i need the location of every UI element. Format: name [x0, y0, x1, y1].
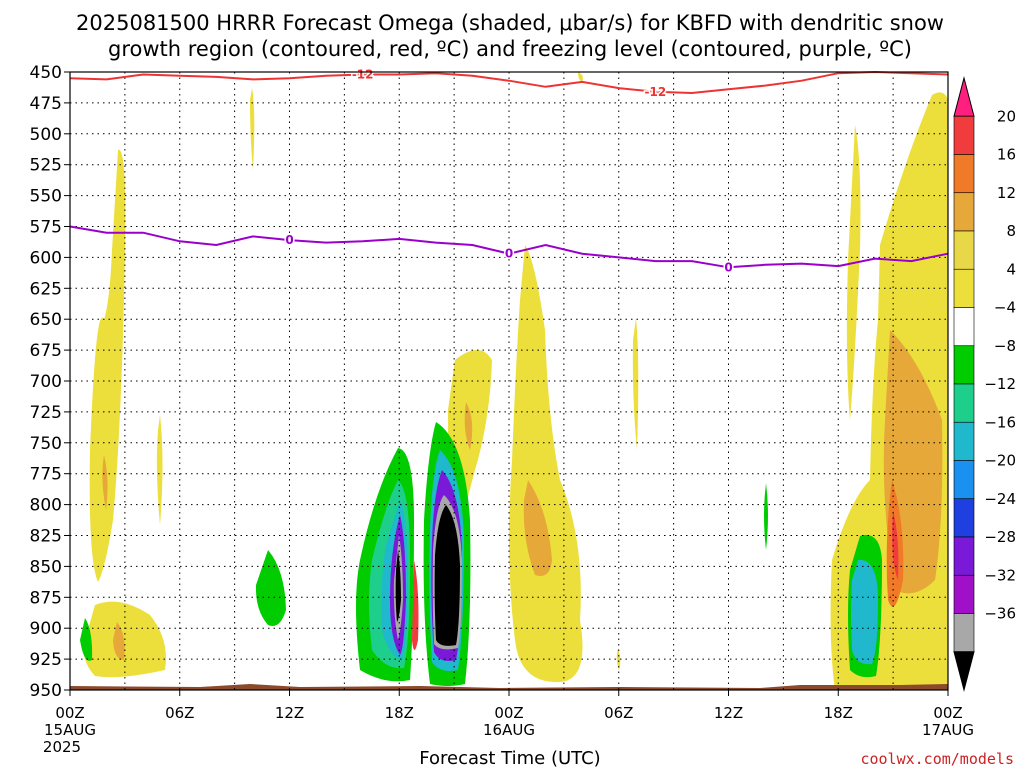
colorbar-swatch	[953, 345, 975, 385]
x-axis-label: Forecast Time (UTC)	[419, 748, 600, 768]
x-tick-label: 06Z	[165, 704, 194, 722]
y-axis-ticks: 450 475 500 525 550 575 600 625 650 675 700 725 750 7…	[30, 63, 70, 701]
omega-region-orange-4	[523, 480, 552, 576]
colorbar-swatch	[953, 230, 975, 270]
y-tick-label: 800	[30, 496, 62, 516]
colorbar-swatch	[953, 76, 975, 117]
contour-line-0	[69, 70, 949, 95]
colorbar-swatch	[953, 574, 975, 614]
colorbar-swatch	[953, 421, 975, 461]
chart-title-line2: growth region (contoured, red, ºC) and f…	[108, 37, 912, 61]
x-tick-label: 18Z	[385, 704, 414, 722]
colorbar-label: −24	[984, 490, 1016, 508]
colorbar-swatch	[953, 613, 975, 653]
credit-text: coolwx.com/models	[860, 750, 1014, 768]
y-tick-label: 875	[30, 588, 62, 608]
x-tick-date: 16AUG	[483, 721, 535, 739]
y-tick-label: 925	[30, 650, 62, 670]
y-tick-label: 575	[30, 218, 62, 238]
contour-lines: -12 -12 0 0 0	[69, 66, 949, 276]
x-tick-date: 17AUG	[922, 721, 974, 739]
y-tick-label: 950	[30, 681, 62, 701]
x-tick-label: 12Z	[275, 704, 304, 722]
omega-band-late-cyan	[851, 559, 878, 665]
colorbar-label: 20	[997, 107, 1016, 125]
colorbar-swatch	[953, 498, 975, 538]
y-tick-label: 825	[30, 527, 62, 547]
colorbar-label: −8	[994, 337, 1016, 355]
omega-region-yellow-11	[616, 648, 621, 670]
y-tick-label: 725	[30, 403, 62, 423]
contour-line-1	[69, 225, 949, 269]
colorbar-swatch	[953, 268, 975, 308]
colorbar-label: −12	[984, 375, 1016, 393]
omega-region-green-3	[764, 483, 768, 550]
chart-title-line1: 2025081500 HRRR Forecast Omega (shaded, …	[76, 11, 944, 35]
colorbar: 20 16 12 8 4 −4 −8 −12 −16 −20 −24 −28 −32 −36	[953, 76, 1016, 692]
contour-label: 0	[285, 233, 293, 247]
y-tick-label: 675	[30, 341, 62, 361]
omega-region-yellow-3	[250, 88, 255, 170]
omega-region-red-2	[892, 510, 899, 580]
y-tick-label: 750	[30, 434, 62, 454]
y-tick-label: 775	[30, 465, 62, 485]
y-tick-label: 550	[30, 187, 62, 207]
colorbar-label: −28	[984, 528, 1016, 546]
colorbar-swatch	[953, 536, 975, 576]
x-tick-label: 00Z	[933, 704, 962, 722]
contour-label: 0	[505, 247, 513, 261]
omega-region-yellow-8	[846, 125, 861, 420]
x-tick-label: 00Z	[494, 704, 523, 722]
omega-region-orange-3	[464, 402, 473, 450]
colorbar-swatch	[953, 192, 975, 232]
x-tick-label: 12Z	[714, 704, 743, 722]
colorbar-label: 16	[997, 146, 1016, 164]
omega-region-yellow-10	[578, 72, 583, 82]
y-tick-label: 525	[30, 156, 62, 176]
y-tick-label: 450	[30, 63, 62, 83]
colorbar-swatch	[953, 307, 975, 347]
colorbar-label: −4	[994, 299, 1016, 317]
omega-region-orange-1	[113, 622, 125, 660]
y-tick-label: 625	[30, 279, 62, 299]
y-tick-label: 850	[30, 557, 62, 577]
omega-region-green-2	[255, 550, 286, 626]
omega-region-green-1	[80, 618, 93, 661]
omega-region-orange-2	[102, 455, 108, 510]
colorbar-swatch	[953, 383, 975, 423]
y-tick-label: 650	[30, 310, 62, 330]
omega-region-yellow-7	[632, 318, 639, 450]
contour-label: 0	[724, 260, 732, 274]
y-tick-label: 475	[30, 94, 62, 114]
colorbar-label: −16	[984, 413, 1016, 431]
x-tick-label: 18Z	[824, 704, 853, 722]
y-tick-label: 900	[30, 619, 62, 639]
y-tick-label: 700	[30, 372, 62, 392]
colorbar-swatch	[953, 115, 975, 155]
colorbar-label: 12	[997, 184, 1016, 202]
contour-label: -12	[644, 85, 666, 99]
grid-lines	[70, 72, 948, 690]
y-tick-label: 600	[30, 248, 62, 268]
colorbar-label: −20	[984, 452, 1016, 470]
x-tick-date: 15AUG	[44, 721, 96, 739]
colorbar-label: −36	[984, 605, 1016, 623]
y-tick-label: 500	[30, 125, 62, 145]
colorbar-swatch	[953, 460, 975, 500]
x-tick-label: 00Z	[55, 704, 84, 722]
colorbar-swatch	[953, 154, 975, 194]
x-tick-year: 2025	[43, 738, 81, 756]
colorbar-label: −32	[984, 566, 1016, 584]
contour-label: -12	[352, 67, 374, 81]
x-tick-label: 06Z	[604, 704, 633, 722]
colorbar-label: 8	[1006, 222, 1016, 240]
omega-band-18z-red-edge	[412, 560, 419, 650]
colorbar-swatch	[953, 651, 975, 692]
colorbar-label: 4	[1006, 260, 1016, 278]
omega-shading	[80, 72, 948, 691]
